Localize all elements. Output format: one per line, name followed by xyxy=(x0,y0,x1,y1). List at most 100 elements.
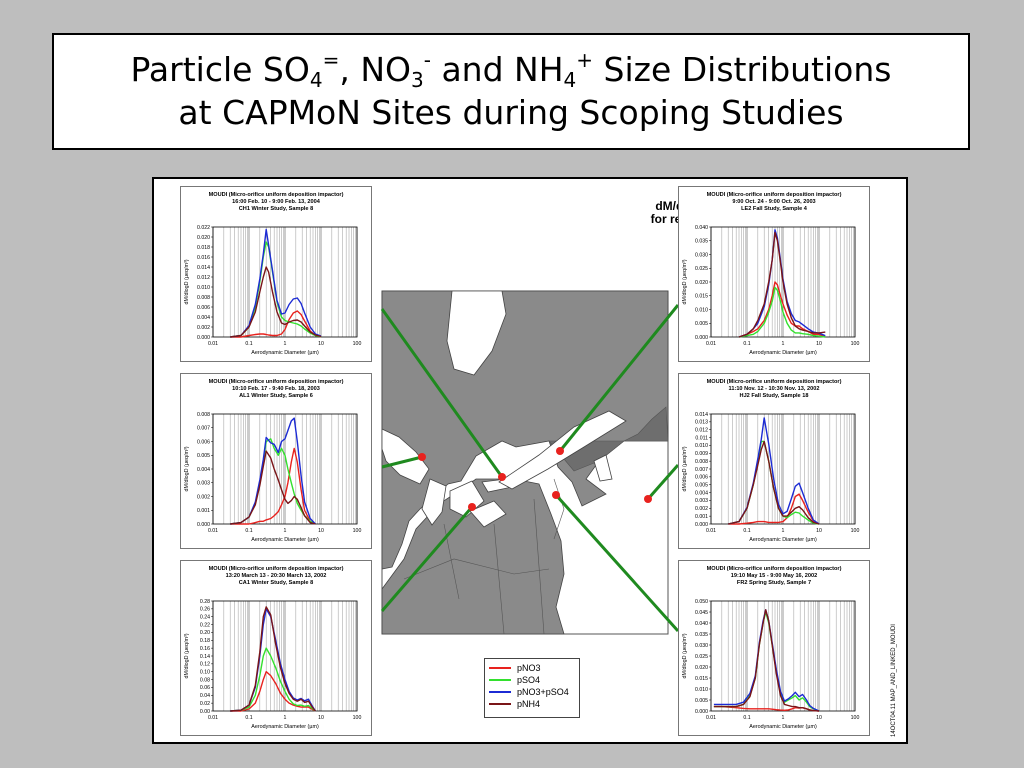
y-tick-label: 0.16 xyxy=(200,646,210,652)
y-tick-label: 0.002 xyxy=(197,494,210,500)
x-tick-label: 0.01 xyxy=(208,528,218,534)
x-tick-label: 100 xyxy=(353,341,362,347)
legend-swatch xyxy=(489,667,511,669)
series-line-pno3 xyxy=(728,493,820,525)
y-tick-label: 0.040 xyxy=(695,225,708,231)
y-tick-label: 0.001 xyxy=(695,514,708,520)
site-marker xyxy=(556,447,564,455)
y-tick-label: 0.016 xyxy=(197,255,210,261)
y-tick-label: 0.08 xyxy=(200,677,210,683)
x-axis-label: Aerodynamic Diameter (µm) xyxy=(251,350,319,356)
chart-subtitle: FR2 Spring Study, Sample 7 xyxy=(737,580,811,586)
legend-item-pno3: pNO3 xyxy=(489,662,575,674)
chart-subtitle: CH1 Winter Study, Sample 8 xyxy=(239,206,313,212)
x-tick-label: 0.01 xyxy=(208,715,218,721)
y-tick-label: 0.008 xyxy=(695,459,708,465)
legend-swatch xyxy=(489,691,511,693)
series-line-pnh4 xyxy=(738,231,826,338)
chart-legend: pNO3 pSO4 pNO3+pSO4 pNH4 xyxy=(484,658,580,718)
legend-label: pSO4 xyxy=(517,675,541,685)
site-connector-line xyxy=(646,464,680,500)
y-tick-label: 0.006 xyxy=(197,305,210,311)
y-tick-label: 0.010 xyxy=(695,307,708,313)
series-line-pso4 xyxy=(230,647,316,712)
site-marker xyxy=(418,453,426,461)
legend-item-pnh4: pNH4 xyxy=(489,698,575,710)
y-tick-label: 0.04 xyxy=(200,693,210,699)
x-tick-label: 10 xyxy=(318,528,324,534)
y-tick-label: 0.006 xyxy=(197,439,210,445)
legend-swatch xyxy=(489,679,511,681)
y-tick-label: 0.008 xyxy=(197,295,210,301)
y-tick-label: 0.010 xyxy=(695,687,708,693)
y-tick-label: 0.008 xyxy=(197,412,210,418)
x-tick-label: 10 xyxy=(816,528,822,534)
y-tick-label: 0.26 xyxy=(200,607,210,613)
y-tick-label: 0.015 xyxy=(695,294,708,300)
chart-subtitle: 9:00 Oct. 24 - 9:00 Oct. 26, 2003 xyxy=(732,199,815,205)
y-tick-label: 0.020 xyxy=(695,665,708,671)
series-line-pno3 xyxy=(230,310,322,338)
series-line-pno3-pso4 xyxy=(230,228,322,338)
map-water xyxy=(593,454,613,482)
site-marker xyxy=(552,491,560,499)
mini-chart-ch1: MOUDI (Micro-orifice uniform deposition … xyxy=(180,186,372,362)
y-tick-label: 0.004 xyxy=(695,490,708,496)
chart-subtitle: CA1 Winter Study, Sample 8 xyxy=(239,580,313,586)
y-tick-label: 0.004 xyxy=(197,315,210,321)
y-tick-label: 0.010 xyxy=(695,443,708,449)
site-marker xyxy=(468,503,476,511)
y-tick-label: 0.22 xyxy=(200,622,210,628)
y-axis-label: dM/dlogD (µeq/m³) xyxy=(184,259,190,304)
x-tick-label: 100 xyxy=(851,715,860,721)
chart-svg: MOUDI (Micro-orifice uniform deposition … xyxy=(682,566,860,730)
slide-title: Particle SO4=, NO3- and NH4+ Size Distri… xyxy=(52,33,970,150)
y-tick-label: 0.025 xyxy=(695,654,708,660)
title-subscript: 4 xyxy=(563,68,577,93)
y-tick-label: 0.02 xyxy=(200,701,210,707)
legend-label: pNH4 xyxy=(517,699,541,709)
side-note: 14OCT04.11 MAP_AND_LINKED_MOUDI xyxy=(889,619,903,739)
x-tick-label: 0.1 xyxy=(245,715,252,721)
series-line-pso4 xyxy=(738,286,826,338)
chart-title: MOUDI (Micro-orifice uniform deposition … xyxy=(209,566,344,572)
y-tick-label: 0.18 xyxy=(200,638,210,644)
chart-subtitle: AL1 Winter Study, Sample 6 xyxy=(239,393,313,399)
title-superscript: - xyxy=(423,48,431,73)
y-tick-label: 0.007 xyxy=(197,426,210,432)
mini-chart-al1: MOUDI (Micro-orifice uniform deposition … xyxy=(180,373,372,549)
chart-subtitle: HJ2 Fall Study, Sample 18 xyxy=(740,393,809,399)
mini-chart-le2: MOUDI (Micro-orifice uniform deposition … xyxy=(678,186,870,362)
x-tick-label: 0.1 xyxy=(743,528,750,534)
x-tick-label: 0.1 xyxy=(245,341,252,347)
x-axis-label: Aerodynamic Diameter (µm) xyxy=(749,350,817,356)
y-tick-label: 0.000 xyxy=(197,335,210,341)
legend-label: pNO3+pSO4 xyxy=(517,687,569,697)
y-tick-label: 0.022 xyxy=(197,225,210,231)
map-water xyxy=(446,290,507,376)
series-line-pnh4 xyxy=(230,266,322,338)
mini-chart-hj2: MOUDI (Micro-orifice uniform deposition … xyxy=(678,373,870,549)
y-tick-label: 0.005 xyxy=(695,321,708,327)
y-tick-label: 0.12 xyxy=(200,662,210,668)
title-subscript: 3 xyxy=(411,68,424,93)
x-axis-label: Aerodynamic Diameter (µm) xyxy=(749,724,817,730)
y-tick-label: 0.013 xyxy=(695,420,708,426)
chart-svg: MOUDI (Micro-orifice uniform deposition … xyxy=(184,566,361,730)
title-superscript: + xyxy=(576,48,594,73)
chart-subtitle: 19:10 May 15 - 9:00 May 16, 2002 xyxy=(731,573,817,579)
x-axis-label: Aerodynamic Diameter (µm) xyxy=(749,537,817,543)
series-line-pno3-pso4 xyxy=(713,609,820,712)
x-tick-label: 1 xyxy=(284,341,287,347)
series-line-pno3-pso4 xyxy=(230,417,316,525)
series-line-pso4 xyxy=(728,440,820,525)
y-tick-label: 0.005 xyxy=(197,453,210,459)
site-connector-line xyxy=(380,308,504,478)
y-tick-label: 0.002 xyxy=(197,325,210,331)
y-tick-label: 0.012 xyxy=(197,275,210,281)
y-tick-label: 0.020 xyxy=(197,235,210,241)
y-tick-label: 0.000 xyxy=(197,522,210,528)
y-tick-label: 0.28 xyxy=(200,599,210,605)
y-tick-label: 0.045 xyxy=(695,610,708,616)
site-connector-line xyxy=(558,304,680,452)
